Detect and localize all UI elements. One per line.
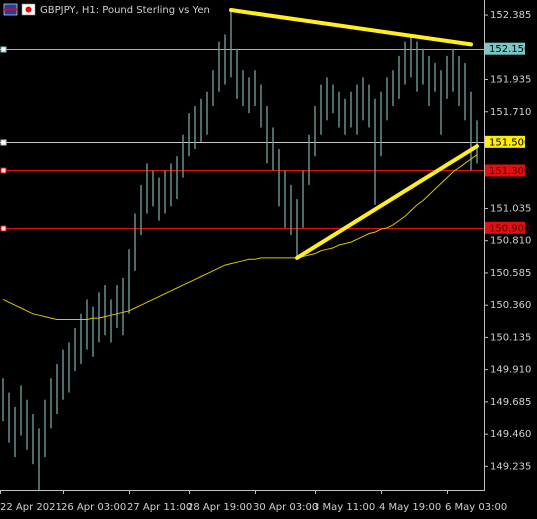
trend-line	[229, 8, 473, 47]
y-tick-label: 150.810	[490, 236, 531, 247]
level-label: 152.150	[489, 44, 530, 55]
chart-title: GBPJPY, H1: Pound Sterling vs Yen	[40, 5, 210, 16]
level-label-bg	[485, 135, 525, 148]
level-label: 150.900	[489, 223, 530, 234]
level-label: 151.500	[489, 137, 530, 148]
flag-dot	[25, 6, 32, 13]
symbol-icons	[3, 3, 36, 16]
moving-average	[2, 154, 478, 320]
level-anchor	[0, 46, 7, 53]
x-tick-label: 3 May 11:00	[313, 502, 375, 513]
level-anchor	[0, 139, 7, 146]
y-tick-label: 151.035	[490, 203, 531, 214]
y-tick-label: 149.460	[490, 429, 531, 440]
level-label: 151.300	[489, 166, 530, 177]
y-tick-label: 151.935	[490, 75, 531, 86]
x-tick-label: 30 Apr 03:00	[253, 502, 318, 513]
x-tick-label: 28 Apr 19:00	[187, 502, 252, 513]
x-tick-label: 26 Apr 03:00	[61, 502, 126, 513]
y-tick-label: 151.710	[490, 107, 531, 118]
y-tick-label: 152.385	[490, 10, 531, 21]
level-label-bg	[485, 42, 525, 55]
x-tick-label: 6 May 03:00	[445, 502, 507, 513]
y-tick-label: 149.910	[490, 365, 531, 376]
x-tick-label: 22 Apr 2021	[0, 502, 62, 513]
x-tick-label: 27 Apr 11:00	[127, 502, 192, 513]
trend-line	[295, 144, 479, 260]
y-tick-label: 150.360	[490, 300, 531, 311]
y-tick-label: 149.235	[490, 461, 531, 472]
level-anchor	[0, 225, 7, 232]
level-label-bg	[485, 164, 525, 177]
level-label-bg	[485, 221, 525, 234]
y-tick-label: 150.585	[490, 268, 531, 279]
x-tick-label: 4 May 19:00	[379, 502, 441, 513]
y-tick-label: 150.135	[490, 332, 531, 343]
y-tick-label: 149.685	[490, 397, 531, 408]
level-anchor	[0, 167, 7, 174]
